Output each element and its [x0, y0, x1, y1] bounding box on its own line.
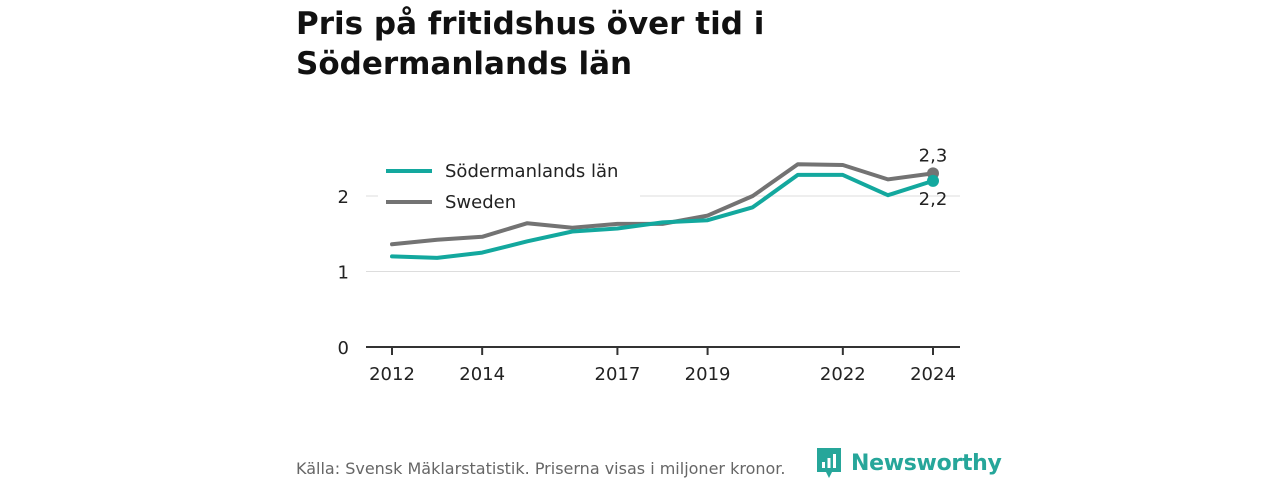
y-tick-label: 0	[338, 338, 349, 359]
x-tick-label: 2012	[369, 364, 415, 385]
series-lines	[390, 162, 939, 260]
legend-label: Södermanlands län	[445, 161, 618, 182]
end-label: 2,2	[919, 189, 948, 210]
chart-title: Pris på fritidshus över tid i Södermanla…	[296, 6, 765, 82]
x-tick-label: 2014	[459, 364, 505, 385]
x-tick-label: 2017	[595, 364, 641, 385]
brand-name: Newsworthy	[851, 450, 1002, 476]
newsworthy-logo-icon	[817, 448, 841, 478]
end-labels: 2,3 2,2	[919, 145, 948, 210]
axes: 0 1 2 2012 2014 2017 2019 2022 2024	[338, 187, 960, 385]
x-tick-label: 2022	[820, 364, 866, 385]
legend-background	[378, 152, 640, 218]
legend: Södermanlands län Sweden	[378, 152, 640, 218]
end-label: 2,3	[919, 145, 948, 166]
y-tick-label: 2	[338, 187, 349, 208]
x-tick-label: 2024	[910, 364, 956, 385]
series-end-point	[927, 174, 939, 187]
x-tick-label: 2019	[685, 364, 731, 385]
series-line	[390, 172, 935, 260]
source-note: Källa: Svensk Mäklarstatistik. Priserna …	[296, 459, 786, 478]
brand-logo: Newsworthy	[815, 446, 1002, 480]
y-tick-label: 1	[338, 263, 349, 284]
legend-label: Sweden	[445, 192, 516, 213]
